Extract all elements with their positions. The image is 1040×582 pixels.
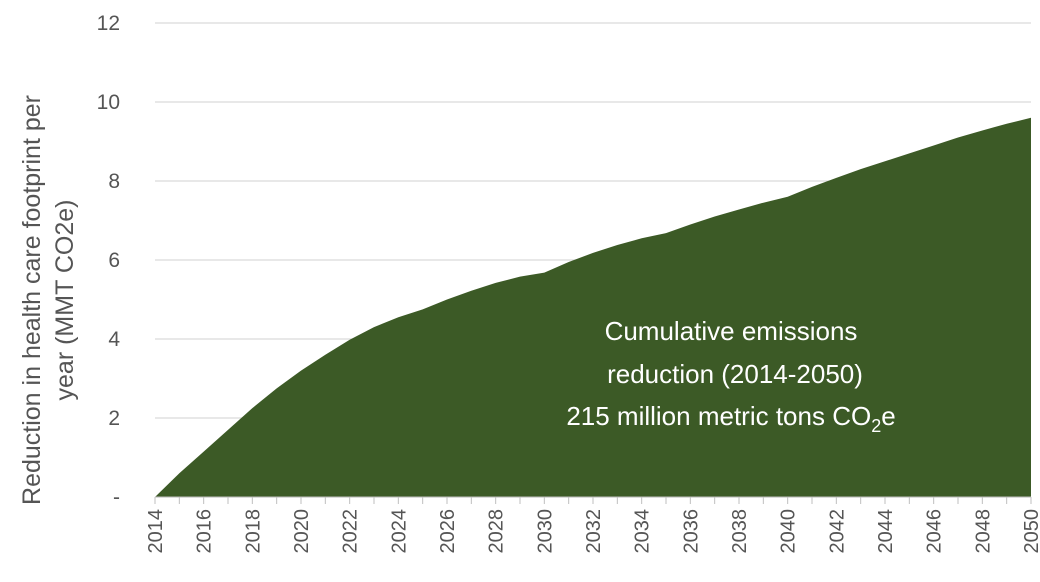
annotation-line-2: reduction (2014-2050) <box>607 359 863 389</box>
annotation-subscript: 2 <box>871 416 881 436</box>
y-tick-label: 6 <box>108 249 120 272</box>
x-tick-label: 2040 <box>778 509 800 554</box>
y-axis-title: Reduction in health care footprint per y… <box>18 95 79 505</box>
annotation-line-1: Cumulative emissions <box>605 316 858 346</box>
x-tick-label: 2042 <box>826 509 848 554</box>
x-axis-ticks: 2014 2016 2018 2020 2022 2024 2026 2028 2030 2032… <box>145 496 1040 554</box>
x-tick-label: 2032 <box>583 509 605 554</box>
area-series <box>155 117 1031 498</box>
y-axis-title-line-2: year (MMT CO2e) <box>51 200 79 401</box>
y-tick-label: 12 <box>97 12 120 35</box>
y-tick-label: - <box>113 486 120 509</box>
x-tick-label: 2044 <box>875 509 897 554</box>
y-tick-label: 10 <box>97 91 120 114</box>
annotation: Cumulative emissions reduction (2014-205… <box>566 316 895 436</box>
x-tick-label: 2028 <box>486 509 508 554</box>
x-tick-label: 2046 <box>924 509 946 554</box>
annotation-line-3-suffix: e <box>881 401 895 431</box>
y-tick-label: 4 <box>108 328 120 351</box>
y-axis-title-line-1: Reduction in health care footprint per <box>18 95 46 505</box>
x-tick-label: 2050 <box>1021 509 1040 554</box>
annotation-line-3: 215 million metric tons CO2e <box>566 401 895 436</box>
x-tick-label: 2018 <box>242 509 264 554</box>
x-tick-label: 2020 <box>291 509 313 554</box>
x-tick-label: 2036 <box>680 509 702 554</box>
y-tick-label: 2 <box>108 407 120 430</box>
y-axis-ticks: - 2 4 6 8 10 12 <box>97 12 121 509</box>
x-tick-label: 2016 <box>194 509 216 554</box>
x-tick-label: 2026 <box>437 509 459 554</box>
x-tick-label: 2034 <box>632 509 654 554</box>
y-tick-label: 8 <box>108 170 120 193</box>
x-tick-label: 2024 <box>388 509 410 554</box>
area-fill <box>155 117 1031 498</box>
x-tick-label: 2022 <box>340 509 362 554</box>
x-tick-label: 2048 <box>972 509 994 554</box>
annotation-line-3-main: 215 million metric tons CO <box>566 401 871 431</box>
x-tick-label: 2030 <box>534 509 556 554</box>
x-tick-label: 2014 <box>145 509 167 554</box>
x-tick-label: 2038 <box>729 509 751 554</box>
